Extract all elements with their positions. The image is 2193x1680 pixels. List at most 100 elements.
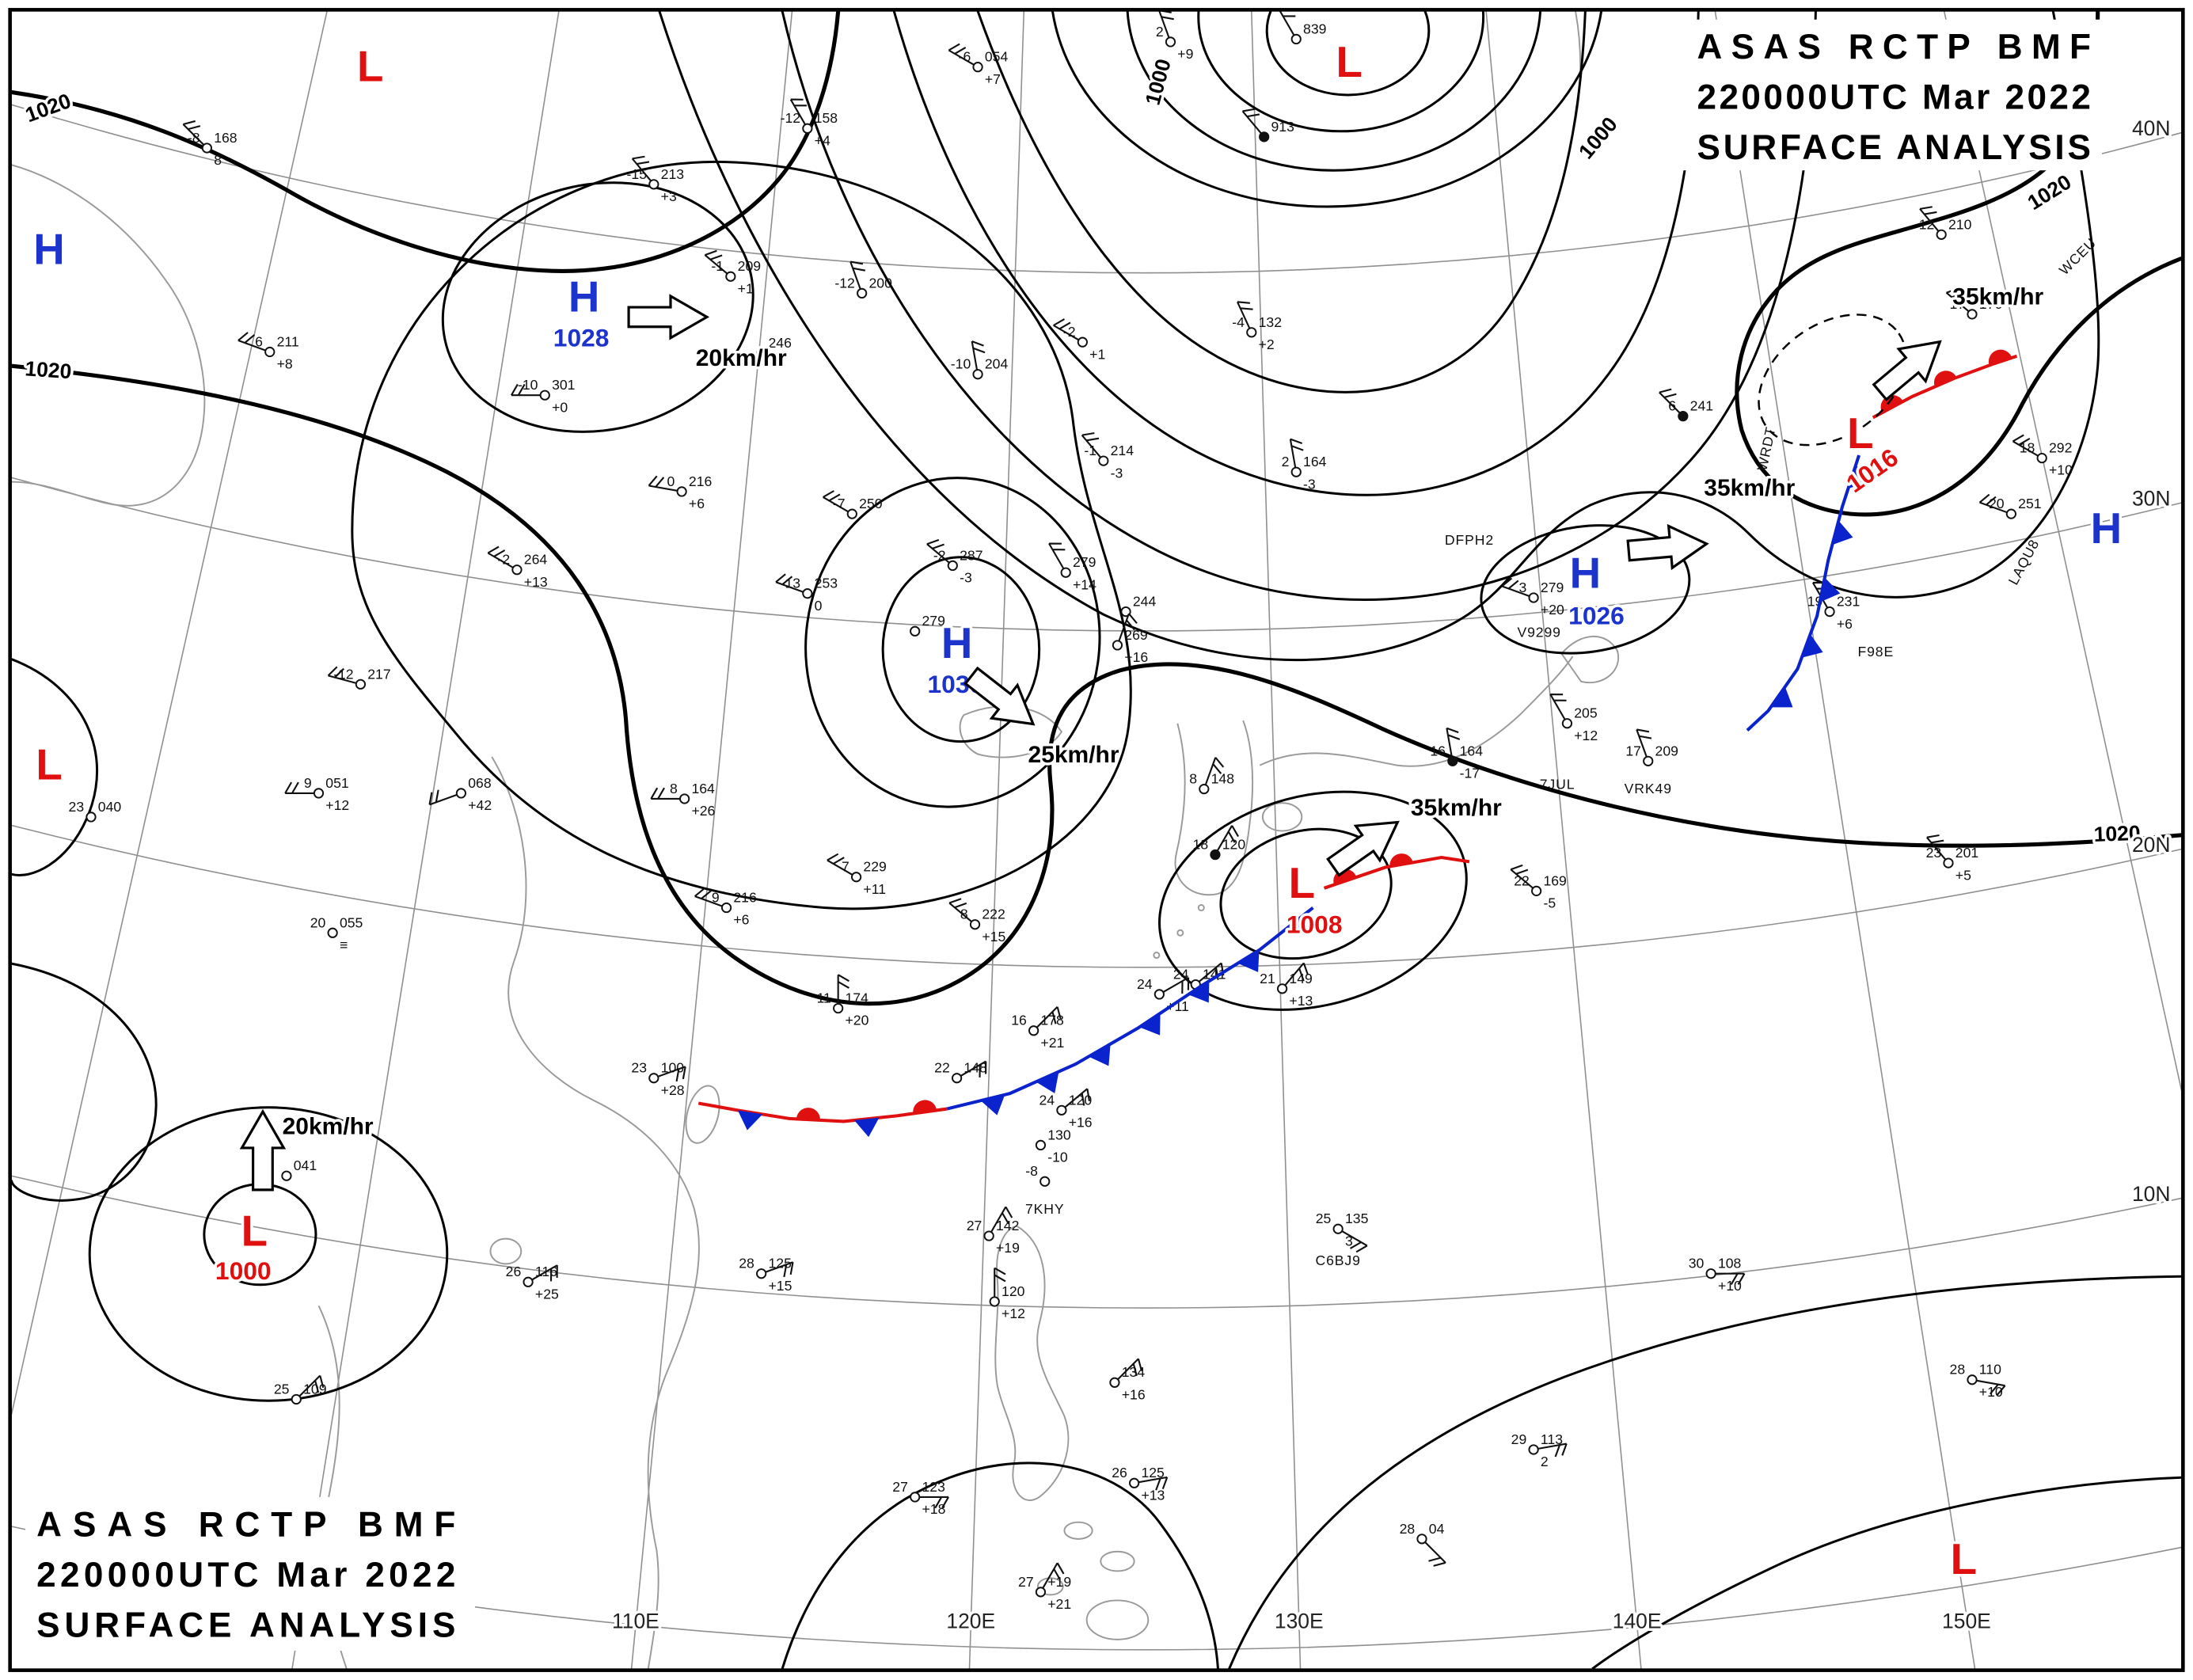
sky-cover-icon	[455, 788, 467, 799]
station-plot: 24 120 +16	[1039, 1088, 1093, 1130]
sky-cover-icon	[648, 179, 659, 190]
latitude-line	[11, 824, 2182, 968]
station-plot: 068+42	[428, 775, 492, 813]
station-plot: 9 216 +6	[694, 888, 757, 928]
station-value: +13	[1289, 993, 1313, 1009]
sky-cover-icon	[802, 123, 813, 134]
pressure-center-letter: L	[241, 1206, 268, 1255]
wind-barb-icon	[1216, 825, 1239, 852]
station-pressure: 125	[1141, 1465, 1165, 1480]
station-plot: 26 116 +25	[506, 1264, 559, 1302]
station-pressure: 149	[1289, 971, 1312, 986]
station-id: F98E	[1857, 644, 1894, 659]
direction-arrow-icon	[1626, 523, 1709, 571]
sky-cover-icon	[1077, 336, 1088, 348]
sky-cover-icon	[1246, 327, 1257, 338]
station-temperature: 8	[1189, 771, 1197, 787]
latitude-line	[11, 104, 2182, 274]
sky-cover-icon	[1561, 718, 1573, 729]
coastline-mindanao	[1085, 1599, 1150, 1640]
station-pressure: 241	[1690, 398, 1713, 414]
sky-cover-icon	[1824, 606, 1835, 618]
station-value: 2	[1541, 1454, 1549, 1469]
pressure-center-letter: L	[1289, 858, 1315, 907]
isobar-value-label: 1000	[1141, 56, 1176, 108]
station-plot: 28 04	[1400, 1521, 1446, 1567]
station-pressure: 141	[1203, 967, 1226, 983]
direction-arrow-icon	[627, 294, 710, 340]
station-pressure: 213	[661, 166, 685, 182]
sky-cover-icon	[972, 369, 983, 380]
station-temperature: 2	[1156, 24, 1164, 40]
sky-cover-icon	[1643, 755, 1654, 766]
wind-barb-icon	[631, 155, 652, 182]
station-temperature: -12	[781, 110, 800, 126]
sky-cover-icon	[539, 390, 550, 401]
longitude-line	[11, 11, 328, 1416]
wind-barb-icon	[926, 538, 950, 564]
map-border-frame	[8, 8, 2185, 1672]
longitude-label: 140E	[1613, 1610, 1662, 1633]
station-pressure: 174	[845, 990, 868, 1005]
coastline-island	[1036, 1577, 1064, 1596]
station-pressure: 132	[1259, 314, 1282, 330]
station-temperature: -1	[711, 258, 724, 274]
station-value: +16	[1122, 1386, 1146, 1402]
sky-cover-icon	[264, 346, 276, 358]
movement-arrow: 35km/hr	[1626, 473, 1798, 571]
station-id: 7KHY	[1025, 1201, 1065, 1217]
wind-barb-icon	[827, 853, 853, 876]
station-pressure: 120	[1069, 1092, 1093, 1108]
station-plot: 23 100 +28	[631, 1060, 686, 1098]
station-pressure: 148	[1211, 771, 1235, 787]
station-pressure: 164	[691, 781, 715, 796]
isobar-1026-cell	[1480, 524, 1691, 655]
station-temperature: 27	[892, 1479, 908, 1495]
station-temperature: 7	[842, 859, 849, 875]
station-pressure: 264	[524, 552, 548, 568]
station-plot: 27 +19 +21	[1018, 1562, 1071, 1612]
station-pressure: 217	[367, 666, 390, 682]
isobar	[781, 11, 1817, 601]
station-plot: -15 213 +3	[627, 155, 685, 204]
pressure-center-letter: H	[1570, 549, 1601, 598]
wind-barb-icon	[1162, 976, 1190, 994]
station-value: -10	[1047, 1150, 1068, 1165]
wind-barb-icon	[1636, 728, 1652, 758]
direction-arrow-icon	[1326, 820, 1400, 877]
station-pressure: 839	[1303, 21, 1326, 36]
station-value: +20	[1541, 602, 1564, 618]
station-plot: -8 168 8	[182, 120, 238, 168]
wind-barb-icon	[1919, 206, 1940, 232]
wind-barb-icon	[994, 1267, 1006, 1298]
sky-cover-icon	[850, 872, 862, 883]
station-pressure: 130	[1047, 1127, 1071, 1142]
sky-cover-icon	[1967, 309, 1978, 320]
sky-cover-icon	[972, 62, 983, 73]
wind-barb-icon	[531, 1264, 558, 1282]
station-temperature: -2	[497, 552, 510, 568]
station-temperature: 2	[1282, 454, 1290, 469]
station-plot: 21 149 +13	[1260, 962, 1313, 1009]
station-value: +15	[768, 1278, 792, 1294]
pressure-center-low: L	[1948, 1531, 1979, 1586]
coastline-hainan	[489, 1237, 523, 1265]
isobar	[892, 11, 1700, 496]
station-temperature: -15	[627, 166, 648, 182]
sky-cover-icon	[327, 927, 338, 938]
station-value: +9	[1177, 46, 1193, 62]
pressure-center-letter: L	[357, 41, 383, 90]
station-temperature: 18	[1193, 836, 1209, 852]
pressure-center-high: H	[2088, 501, 2125, 556]
sky-cover-icon	[676, 486, 687, 497]
sky-cover-icon	[802, 588, 813, 599]
station-pressure: 229	[863, 859, 886, 875]
station-pressure: 292	[2049, 440, 2072, 456]
wind-barb-icon	[1424, 1541, 1446, 1567]
station-temperature: 18	[2020, 440, 2035, 456]
station-id-label: LAQU8	[2005, 537, 2043, 587]
station-plot: 18 292 +10	[2012, 434, 2073, 478]
station-plot: 20 251	[1978, 493, 2042, 519]
station-temperature: -2	[1063, 324, 1076, 340]
